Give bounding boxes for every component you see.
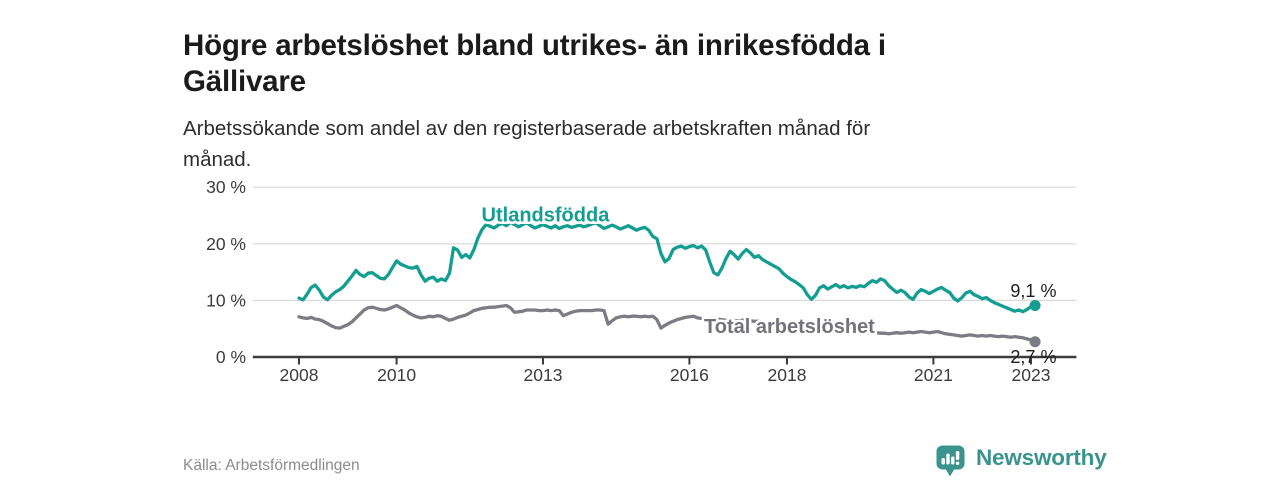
svg-text:2016: 2016 xyxy=(670,365,709,385)
svg-text:0 %: 0 % xyxy=(216,347,246,367)
page-title: Högre arbetslöshet bland utrikes- än inr… xyxy=(183,28,1113,101)
svg-text:2013: 2013 xyxy=(524,365,563,385)
svg-text:Total arbetslöshet: Total arbetslöshet xyxy=(704,316,875,338)
subtitle-line-2: månad. xyxy=(183,147,252,171)
title-line-2: Gällivare xyxy=(183,65,306,99)
chart-subtitle: Arbetssökande som andel av den registerb… xyxy=(183,113,1083,175)
brand-name: Newsworthy xyxy=(976,445,1107,470)
svg-text:20 %: 20 % xyxy=(206,234,246,254)
svg-text:2023: 2023 xyxy=(1012,365,1051,385)
svg-text:10 %: 10 % xyxy=(206,290,246,310)
subtitle-line-1: Arbetssökande som andel av den registerb… xyxy=(183,116,871,140)
svg-text:2,7 %: 2,7 % xyxy=(1010,347,1056,367)
chart-area: 0 % 10 % 20 % 30 % 2008 2010 2013 2016 2018 2021 2… xyxy=(0,168,1280,400)
bar-chart-bubble-icon xyxy=(936,445,965,477)
line-chart: 0 % 10 % 20 % 30 % 2008 2010 2013 2016 2018 2021 2… xyxy=(206,177,1077,385)
newsworthy-logo: Newsworthy xyxy=(934,444,1107,478)
svg-text:2010: 2010 xyxy=(377,365,416,385)
svg-text:9,1 %: 9,1 % xyxy=(1010,281,1056,301)
svg-text:Utlandsfödda: Utlandsfödda xyxy=(482,205,611,227)
svg-text:2021: 2021 xyxy=(914,365,953,385)
svg-text:2018: 2018 xyxy=(768,365,807,385)
title-line-1: Högre arbetslöshet bland utrikes- än inr… xyxy=(183,28,886,62)
svg-text:30 %: 30 % xyxy=(206,177,246,197)
source-note: Källa: Arbetsförmedlingen xyxy=(183,457,360,474)
svg-text:2008: 2008 xyxy=(280,365,319,385)
